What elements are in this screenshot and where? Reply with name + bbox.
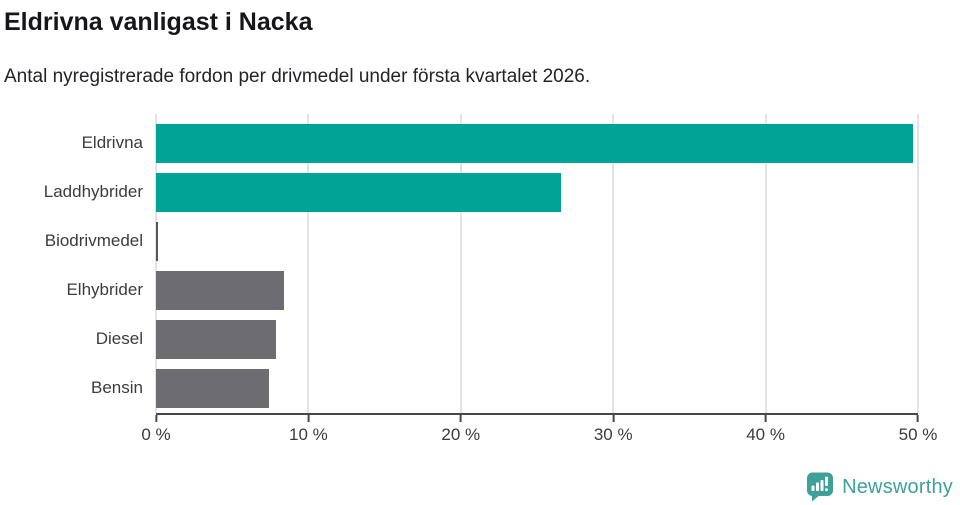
x-tick: 40 % (746, 414, 785, 445)
bar-track (156, 368, 918, 408)
tick-label: 0 % (141, 424, 171, 444)
tick-label: 10 % (289, 424, 328, 444)
tick-label: 50 % (898, 424, 938, 444)
bar-row: Biodrivmedel (4, 217, 960, 266)
category-label: Eldrivna (81, 133, 143, 153)
tick-mark (917, 414, 919, 422)
tick-mark (612, 414, 615, 422)
category-label: Laddhybrider (43, 182, 143, 202)
bar-track (156, 270, 918, 310)
category-label: Bensin (91, 378, 143, 398)
x-tick: 30 % (593, 414, 633, 445)
bar-laddhybrider (156, 172, 562, 212)
bar-biodrivmedel (156, 221, 159, 261)
bar-rows: Eldrivna Laddhybrider Biodrivmedel Elhybrid… (4, 119, 960, 413)
tick-mark (459, 414, 462, 422)
x-axis: 0 % 10 % 20 % 30 % 40 % 50 % (141, 412, 937, 451)
category-label: Elhybrider (66, 280, 143, 300)
bar-row: Laddhybrider (4, 168, 960, 217)
bar-track (156, 221, 918, 261)
x-tick: 10 % (289, 414, 328, 445)
tick-label: 40 % (746, 424, 785, 444)
tick-mark (154, 414, 157, 422)
bar-track (156, 172, 918, 212)
bar-elhybrider (156, 270, 285, 310)
bar-row: Diesel (4, 315, 960, 364)
newsworthy-logo-text: Newsworthy (842, 475, 953, 498)
plot-area: Eldrivna Laddhybrider Biodrivmedel Elhybrid… (4, 113, 960, 413)
newsworthy-logo: Newsworthy (806, 472, 953, 502)
chart-subtitle: Antal nyregistrerade fordon per drivmede… (4, 65, 591, 87)
bar-row: Bensin (4, 364, 960, 413)
bar-eldrivna (156, 123, 914, 163)
x-tick: 50 % (898, 414, 938, 445)
bar-track (156, 319, 918, 359)
tick-mark (307, 414, 310, 422)
x-tick: 0 % (141, 414, 171, 445)
category-label: Biodrivmedel (44, 231, 143, 251)
bar-row: Elhybrider (4, 266, 960, 315)
bar-row: Eldrivna (4, 119, 960, 168)
x-tick: 20 % (441, 414, 481, 445)
bar-diesel (156, 319, 277, 359)
newsworthy-chart-bubble-icon (806, 472, 834, 502)
bar-chart: Eldrivna Laddhybrider Biodrivmedel Elhybrid… (4, 113, 960, 451)
tick-label: 30 % (593, 424, 633, 444)
category-label: Diesel (95, 329, 143, 349)
chart-title: Eldrivna vanligast i Nacka (4, 8, 313, 36)
bar-bensin (156, 368, 269, 408)
tick-label: 20 % (441, 424, 481, 444)
bar-track (156, 123, 918, 163)
tick-mark (764, 414, 767, 422)
